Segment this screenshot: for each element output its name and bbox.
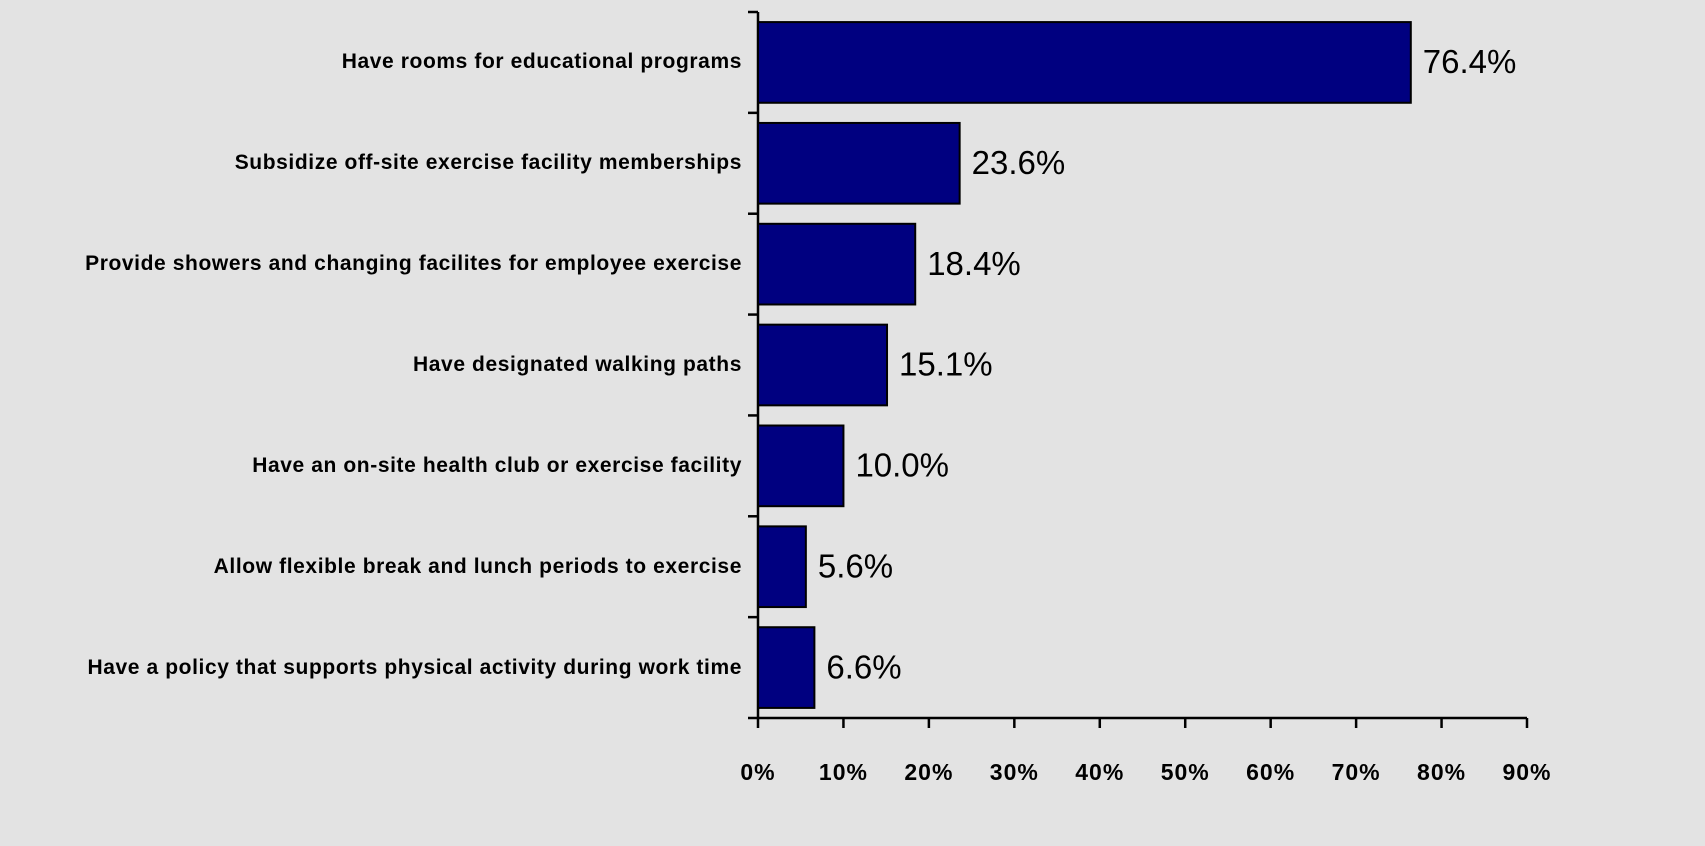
- x-tick-label: 0%: [740, 759, 775, 785]
- bar: [757, 222, 917, 306]
- category-label-box: Have rooms for educational programs: [0, 12, 742, 113]
- x-tick-label: 10%: [819, 759, 868, 785]
- value-label: 6.6%: [826, 648, 901, 685]
- x-tick-label: 90%: [1502, 759, 1551, 785]
- x-tick-label: 70%: [1332, 759, 1381, 785]
- x-tick-label: 20%: [904, 759, 953, 785]
- bar: [757, 424, 845, 508]
- value-label: 23.6%: [972, 144, 1066, 181]
- category-label-box: Subsidize off-site exercise facility mem…: [0, 113, 742, 214]
- value-label: 15.1%: [899, 346, 993, 383]
- category-label-box: Have a policy that supports physical act…: [0, 617, 742, 718]
- x-tick-label: 30%: [990, 759, 1039, 785]
- y-tick-label: Have an on-site health club or exercise …: [252, 453, 742, 477]
- y-tick-label: Subsidize off-site exercise facility mem…: [234, 151, 742, 175]
- y-tick-label: Provide showers and changing facilites f…: [85, 252, 742, 276]
- category-label-box: Have an on-site health club or exercise …: [0, 415, 742, 516]
- category-label-box: Allow flexible break and lunch periods t…: [0, 516, 742, 617]
- x-tick-label: 80%: [1417, 759, 1466, 785]
- x-tick-label: 50%: [1161, 759, 1210, 785]
- bar: [757, 525, 807, 609]
- category-label-box: Have designated walking paths: [0, 315, 742, 416]
- y-tick-label: Have a policy that supports physical act…: [87, 655, 742, 679]
- category-label-box: Provide showers and changing facilites f…: [0, 214, 742, 315]
- bar: [757, 626, 816, 709]
- y-tick-label: Allow flexible break and lunch periods t…: [213, 554, 742, 578]
- value-label: 18.4%: [927, 245, 1021, 282]
- bar: [757, 323, 889, 407]
- bar: [757, 21, 1412, 104]
- x-tick-label: 60%: [1246, 759, 1295, 785]
- y-tick-label: Have designated walking paths: [413, 352, 742, 376]
- value-label: 5.6%: [818, 547, 893, 584]
- y-tick-label: Have rooms for educational programs: [341, 50, 742, 74]
- bar: [757, 121, 961, 205]
- value-label: 76.4%: [1423, 43, 1517, 80]
- value-label: 10.0%: [855, 447, 949, 484]
- x-tick-label: 40%: [1075, 759, 1124, 785]
